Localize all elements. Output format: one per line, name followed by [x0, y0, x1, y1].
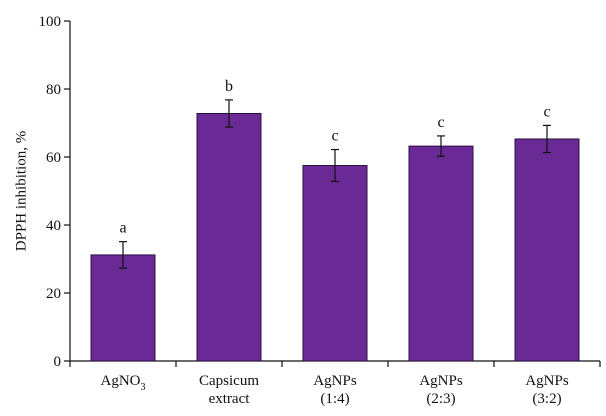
significance-letter-2: c	[331, 128, 338, 145]
significance-letters: a b c c c	[119, 78, 550, 237]
bar-1	[196, 112, 262, 362]
y-axis-title: DPPH inhibition, %	[13, 131, 29, 251]
significance-letter-1: b	[225, 78, 233, 95]
bar-0	[90, 254, 156, 362]
y-ticks: 0 20 40 60 80 100	[39, 14, 70, 370]
y-tick-label-4: 80	[46, 82, 61, 98]
error-bars	[119, 99, 551, 269]
significance-letter-4: c	[543, 103, 550, 120]
bar-4	[514, 138, 580, 362]
y-tick-label-5: 100	[39, 14, 62, 30]
significance-letter-3: c	[437, 114, 444, 131]
x-category-label-4: AgNPs (3:2)	[525, 373, 569, 407]
y-tick-label-1: 20	[46, 286, 61, 302]
bars	[90, 112, 580, 362]
y-tick-label-2: 40	[46, 218, 61, 234]
bar-3	[408, 145, 474, 362]
y-tick-label-3: 60	[46, 150, 61, 166]
bar-2	[302, 165, 368, 362]
x-category-label-1: Capsicum extract	[199, 373, 259, 407]
x-category-label-2: AgNPs (1:4)	[313, 373, 357, 407]
x-category-label-3: AgNPs (2:3)	[419, 373, 463, 407]
x-category-labels: AgNO3 Capsicum extract AgNPs (1:4) AgNPs (2:3)…	[69, 361, 601, 407]
significance-letter-0: a	[119, 220, 126, 237]
x-category-label-0: AgNO3	[101, 373, 146, 393]
y-tick-label-0: 0	[54, 354, 62, 370]
